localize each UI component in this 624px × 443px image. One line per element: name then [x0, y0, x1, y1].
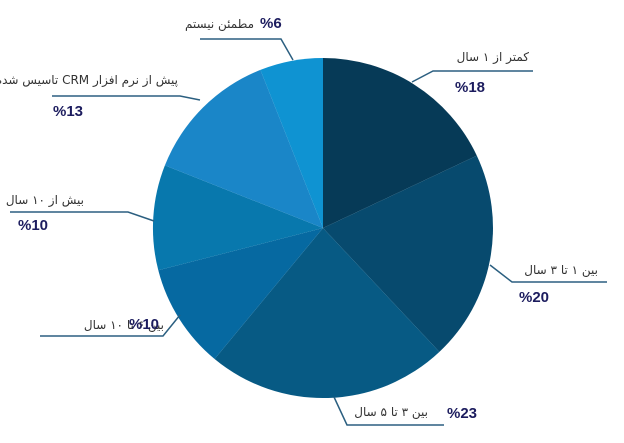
slice-1-to-3-years[interactable] — [323, 155, 493, 352]
slice-more-than-10-years[interactable] — [152, 165, 323, 271]
slice-3-to-5-years[interactable] — [214, 228, 440, 399]
leader-line-3-to-5-years — [333, 396, 444, 426]
label-not-sure: مطمئن نیستم — [184, 17, 254, 31]
value-more-than-10-years: %10 — [18, 217, 49, 234]
label-3-to-5-years: بین ۳ تا ۵ سال — [354, 405, 428, 419]
leader-line-more-than-10-years — [10, 211, 155, 222]
value-less-than-1-year: %18 — [455, 79, 486, 96]
leader-lines — [10, 38, 607, 426]
slice-less-than-1-year[interactable] — [323, 58, 477, 228]
label-less-than-1-year: کمتر از ۱ سال — [456, 50, 529, 64]
pie-slices — [152, 57, 493, 399]
label-1-to-3-years: بین ۱ تا ۳ سال — [524, 263, 598, 277]
value-6-to-10-years: %10 — [129, 316, 160, 333]
label-more-than-10-years: بیش از ۱۰ سال — [5, 193, 84, 207]
slice-before-crm[interactable] — [164, 69, 323, 229]
leader-line-6-to-10-years — [40, 314, 181, 337]
leader-line-before-crm — [52, 95, 201, 101]
label-6-to-10-years: بین ۶ تا ۱۰ سال — [83, 318, 164, 332]
leader-line-less-than-1-year — [411, 70, 533, 83]
value-before-crm: %13 — [53, 103, 84, 120]
slice-not-sure[interactable] — [260, 57, 323, 228]
slice-6-to-10-years[interactable] — [158, 228, 323, 359]
leader-line-1-to-3-years — [489, 264, 607, 283]
value-not-sure: %6 — [260, 15, 282, 32]
label-before-crm: پیش از نرم افزار CRM تاسیس شده است — [0, 73, 178, 87]
value-3-to-5-years: %23 — [447, 405, 478, 422]
value-1-to-3-years: %20 — [519, 289, 550, 306]
leader-line-not-sure — [200, 38, 294, 61]
